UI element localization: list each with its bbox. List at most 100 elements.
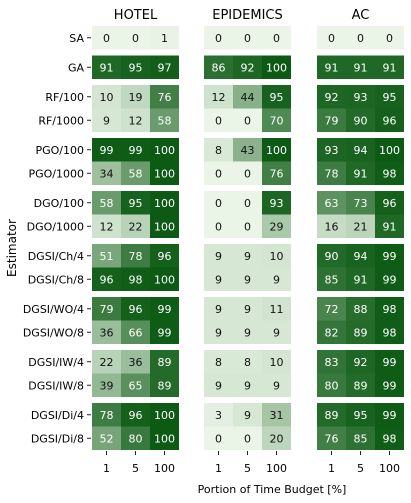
heatmap-cell (121, 244, 150, 268)
cell-value-label: 9 (244, 273, 251, 286)
heatmap-cell (346, 85, 375, 109)
heatmap-cell (375, 403, 404, 427)
heatmap-cell (150, 320, 179, 344)
heatmap-cell (375, 26, 404, 50)
cell-value-label: 0 (215, 432, 222, 445)
heatmap-cell (121, 350, 150, 374)
cell-value-label: 9 (215, 273, 222, 286)
cell-value-label: 89 (325, 409, 339, 422)
row-label: RF/100 (45, 91, 84, 104)
heatmap-cell (150, 108, 179, 132)
heatmap-cell (233, 161, 262, 185)
cell-value-label: 99 (158, 326, 172, 339)
row-label: RF/1000 (38, 114, 84, 127)
heatmap-cell (262, 108, 291, 132)
heatmap-cell (346, 373, 375, 397)
x-tick-labels: 1 5 100 1 5 100 1 5 100 (103, 451, 400, 475)
heatmap-cell (346, 244, 375, 268)
heatmap-cell (346, 55, 375, 79)
cell-value-label: 11 (270, 303, 284, 316)
heatmap-cell (204, 244, 233, 268)
heatmap-cell (121, 138, 150, 162)
cell-value-label: 3 (215, 409, 222, 422)
cell-value-label: 76 (158, 91, 172, 104)
cell-value-label: 99 (383, 273, 397, 286)
heatmap-cell (204, 426, 233, 450)
cell-value-label: 96 (129, 409, 143, 422)
heatmap-cell (150, 55, 179, 79)
cell-value-label: 99 (383, 379, 397, 392)
heatmap-cell (317, 138, 346, 162)
heatmap-cell (233, 320, 262, 344)
cell-value-label: 89 (354, 326, 368, 339)
cell-value-label: 0 (244, 167, 251, 180)
heatmap-cell (262, 214, 291, 238)
heatmap-cell (204, 214, 233, 238)
heatmap-cell (121, 426, 150, 450)
cell-value-label: 95 (129, 197, 143, 210)
heatmap-cell (346, 161, 375, 185)
heatmap-cell (262, 26, 291, 50)
cell-value-label: 0 (244, 432, 251, 445)
cell-value-label: 9 (244, 303, 251, 316)
heatmap-cell (317, 350, 346, 374)
heatmap-cell (233, 350, 262, 374)
y-axis-label: Estimator (5, 219, 19, 277)
cell-value-label: 100 (266, 144, 287, 157)
cell-value-label: 86 (212, 61, 226, 74)
heatmap-cell (317, 26, 346, 50)
cell-value-label: 1 (161, 32, 168, 45)
cell-value-label: 96 (129, 303, 143, 316)
cell-value-label: 93 (354, 91, 368, 104)
heatmap-cell (375, 108, 404, 132)
cell-value-label: 85 (354, 432, 368, 445)
heatmap-cell (317, 297, 346, 321)
heatmap-cell (233, 55, 262, 79)
heatmap-cell (92, 161, 121, 185)
cell-value-label: 98 (383, 326, 397, 339)
cell-value-label: 90 (325, 250, 339, 263)
cell-value-label: 96 (100, 273, 114, 286)
heatmap-cell (121, 26, 150, 50)
row-label: DGSI/WO/8 (23, 326, 84, 339)
cell-value-label: 0 (215, 114, 222, 127)
cell-value-label: 99 (129, 144, 143, 157)
cell-value-label: 31 (270, 409, 284, 422)
cell-value-label: 52 (100, 432, 114, 445)
heatmap-cell (262, 320, 291, 344)
x-tick-label: 1 (328, 462, 335, 475)
heatmap-cell (150, 244, 179, 268)
heatmap-cell (204, 85, 233, 109)
heatmap-cell (121, 403, 150, 427)
heatmap-cell (204, 161, 233, 185)
cell-value-label: 44 (241, 91, 255, 104)
cell-value-label: 100 (266, 61, 287, 74)
heatmap-cell (233, 26, 262, 50)
heatmap-cell (346, 26, 375, 50)
cell-value-label: 0 (357, 32, 364, 45)
row-label: SA (69, 32, 84, 45)
panel-hotel: HOTEL 0 0 1 91 95 97 10 19 76 9 12 58 99 99 100 34 58 100 5… (92, 8, 179, 450)
cell-value-label: 98 (383, 167, 397, 180)
heatmap-cell (121, 85, 150, 109)
cell-value-label: 8 (215, 356, 222, 369)
heatmap-cell (375, 297, 404, 321)
heatmap-cell (92, 426, 121, 450)
heatmap-cell (317, 267, 346, 291)
cell-value-label: 20 (270, 432, 284, 445)
heatmap-cell (262, 426, 291, 450)
heatmap-cell (262, 403, 291, 427)
row-label: DGSI/IW/8 (28, 379, 84, 392)
cell-value-label: 100 (379, 144, 400, 157)
cell-value-label: 98 (129, 273, 143, 286)
heatmap-cell (150, 267, 179, 291)
heatmap-cell (92, 26, 121, 50)
cell-value-label: 98 (383, 432, 397, 445)
cell-value-label: 0 (215, 167, 222, 180)
heatmap-cell (262, 297, 291, 321)
heatmap-cell (233, 297, 262, 321)
cell-value-label: 83 (325, 356, 339, 369)
cell-value-label: 100 (154, 197, 175, 210)
